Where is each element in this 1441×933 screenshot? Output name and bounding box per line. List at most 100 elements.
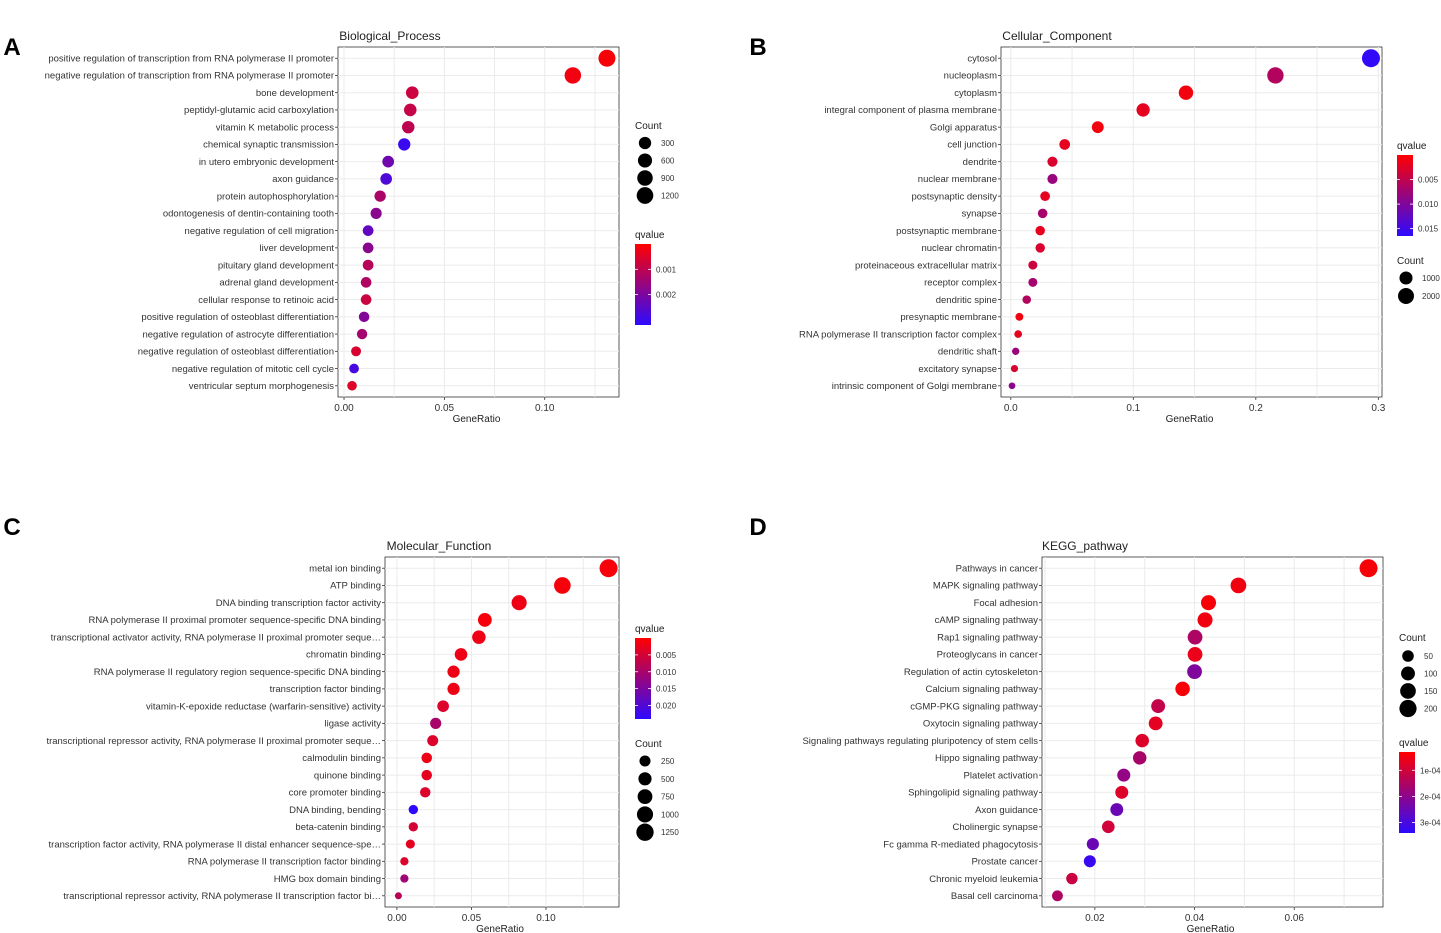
size-legend-label: 900 xyxy=(661,174,675,183)
y-tick-label: peptidyl-glutamic acid carboxylation xyxy=(184,105,334,116)
size-legend-dot xyxy=(1398,288,1414,304)
x-tick-label: 0.04 xyxy=(1185,913,1205,924)
color-legend-label: 0.005 xyxy=(1418,176,1439,185)
data-point xyxy=(1230,577,1247,594)
x-tick-label: 0.06 xyxy=(1285,913,1305,924)
data-point xyxy=(1015,312,1024,321)
data-point xyxy=(1028,277,1038,287)
panel-title: Cellular_Component xyxy=(1002,29,1112,43)
y-tick-label: negative regulation of mitotic cell cycl… xyxy=(172,364,334,375)
data-point xyxy=(1047,156,1058,167)
y-tick-label: HMG box domain binding xyxy=(274,874,381,885)
plot-area xyxy=(1041,556,1384,908)
data-point xyxy=(1008,382,1016,390)
y-tick-label: Focal adhesion xyxy=(974,598,1038,609)
data-point xyxy=(362,242,374,254)
size-legend-dot xyxy=(637,789,653,804)
data-point xyxy=(1175,681,1190,697)
y-tick-label: bone development xyxy=(256,88,335,99)
color-legend-label: 0.020 xyxy=(656,702,677,711)
y-tick-label: Platelet activation xyxy=(964,770,1038,781)
data-point xyxy=(360,277,372,288)
data-point xyxy=(358,311,370,323)
y-tick-label: ventricular septum morphogenesis xyxy=(189,381,334,392)
y-tick-label: core promoter binding xyxy=(289,788,381,799)
panel-letter: A xyxy=(3,34,20,61)
size-legend-dot xyxy=(637,170,653,186)
data-point xyxy=(1066,872,1078,885)
y-tick-label: Proteoglycans in cancer xyxy=(937,650,1038,661)
y-tick-label: vitamin-K-epoxide reductase (warfarin-se… xyxy=(146,701,381,712)
data-point xyxy=(374,190,386,202)
data-point xyxy=(360,294,372,305)
data-point xyxy=(1136,103,1150,117)
color-legend-label: 2e-04 xyxy=(1420,792,1441,801)
y-tick-label: ligase activity xyxy=(325,719,382,730)
data-point xyxy=(1083,855,1096,868)
size-legend-dot xyxy=(638,772,652,786)
y-tick-label: Calcium signaling pathway xyxy=(926,684,1039,695)
data-point xyxy=(382,155,395,168)
color-legend-title: qvalue xyxy=(635,230,665,241)
y-tick-label: RNA polymerase II transcription factor c… xyxy=(799,329,997,340)
size-legend-title: Count xyxy=(1397,256,1424,267)
data-point xyxy=(1201,595,1217,611)
y-tick-label: postsynaptic membrane xyxy=(896,226,997,237)
data-point xyxy=(408,804,419,815)
panel-title: KEGG_pathway xyxy=(1042,539,1128,553)
y-tick-label: Signaling pathways regulating pluripoten… xyxy=(802,736,1038,747)
x-axis-label: GeneRatio xyxy=(453,414,501,425)
data-point xyxy=(1086,838,1099,851)
data-point xyxy=(447,665,460,678)
y-tick-label: Hippo signaling pathway xyxy=(935,753,1038,764)
y-tick-label: Golgi apparatus xyxy=(930,122,997,133)
y-tick-label: excitatory synapse xyxy=(918,364,997,375)
data-point xyxy=(1091,121,1104,134)
x-tick-label: 0.10 xyxy=(536,913,556,924)
y-tick-label: cytosol xyxy=(967,53,997,64)
data-point xyxy=(351,346,362,357)
size-legend-label: 150 xyxy=(1424,687,1438,696)
data-point xyxy=(1359,559,1378,578)
size-legend-label: 1000 xyxy=(661,810,679,819)
x-axis-label: GeneRatio xyxy=(1166,414,1214,425)
plot-area xyxy=(1000,46,1383,398)
data-point xyxy=(1135,733,1149,748)
size-legend-label: 1000 xyxy=(1422,274,1440,283)
data-point xyxy=(349,363,359,374)
data-point xyxy=(1059,139,1071,150)
data-point xyxy=(1117,768,1131,782)
y-tick-label: pituitary gland development xyxy=(218,260,335,271)
x-tick-label: 0.00 xyxy=(334,403,354,414)
data-point xyxy=(398,138,411,151)
data-point xyxy=(1028,260,1038,270)
data-point xyxy=(1178,85,1194,100)
data-point xyxy=(1035,243,1045,253)
y-tick-label: positive regulation of osteoblast differ… xyxy=(141,312,334,323)
size-legend-dot xyxy=(1401,666,1415,681)
color-legend-label: 0.015 xyxy=(656,685,677,694)
data-point xyxy=(1267,67,1284,84)
data-point xyxy=(1361,49,1380,68)
x-tick-label: 0.05 xyxy=(435,403,455,414)
y-tick-label: protein autophosphorylation xyxy=(217,191,334,202)
y-tick-label: intrinsic component of Golgi membrane xyxy=(832,381,997,392)
y-tick-label: postsynaptic density xyxy=(911,191,997,202)
color-legend-title: qvalue xyxy=(635,624,665,635)
y-tick-label: Axon guidance xyxy=(975,805,1038,816)
size-legend-title: Count xyxy=(635,121,662,132)
x-tick-label: 0.0 xyxy=(1004,403,1018,414)
y-tick-label: chromatin binding xyxy=(306,650,381,661)
color-legend-label: 0.015 xyxy=(1418,225,1439,234)
data-point xyxy=(356,328,368,340)
color-legend-label: 3e-04 xyxy=(1420,819,1441,828)
y-tick-label: dendritic spine xyxy=(936,295,997,306)
data-point xyxy=(1197,612,1213,628)
size-legend-dot xyxy=(636,823,654,841)
size-legend-dot xyxy=(638,136,652,150)
data-point xyxy=(1037,208,1048,219)
color-legend-title: qvalue xyxy=(1397,141,1427,152)
data-point xyxy=(400,857,409,866)
